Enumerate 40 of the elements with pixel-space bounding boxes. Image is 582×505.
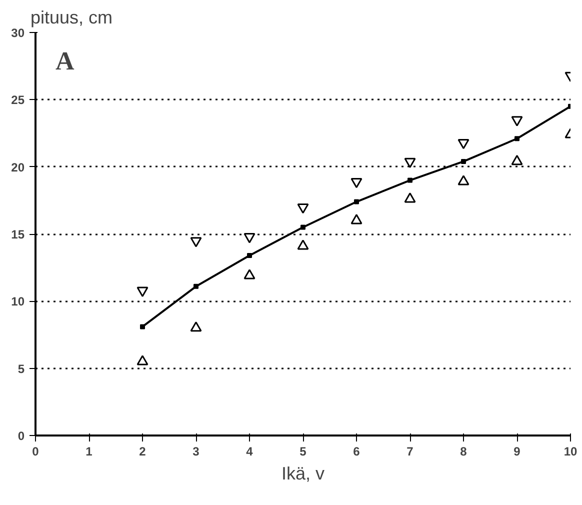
y-tick-label: 20 — [11, 160, 25, 174]
x-tick-label: 6 — [353, 444, 360, 458]
point — [194, 284, 198, 289]
point — [244, 269, 256, 280]
y-tick-label: 25 — [11, 93, 25, 108]
x-tick-label: 0 — [32, 444, 40, 458]
x-tick-label: 8 — [460, 444, 468, 458]
point — [140, 324, 145, 330]
point — [247, 252, 252, 258]
x-tick-label: 4 — [246, 444, 254, 458]
x-tick-label: 1 — [86, 444, 93, 458]
point — [190, 322, 202, 332]
x-tick-label: 5 — [300, 444, 307, 458]
x-tick-label: 9 — [514, 444, 521, 458]
point — [408, 178, 412, 183]
x-tick-label: 7 — [406, 444, 414, 458]
point — [461, 158, 466, 164]
y-tick-label: 30 — [11, 26, 25, 40]
y-tick-label: 10 — [11, 294, 25, 309]
point — [350, 178, 362, 188]
y-tick-label: 15 — [11, 228, 25, 242]
point — [511, 116, 523, 126]
y-axis-title: pituus, cm — [30, 8, 113, 28]
y-tick-label: 0 — [18, 429, 25, 443]
point — [300, 224, 306, 230]
point — [404, 158, 416, 168]
point — [136, 355, 148, 366]
point — [350, 214, 362, 224]
x-axis-title: Ikä, v — [281, 464, 325, 484]
point — [297, 240, 309, 250]
point — [458, 139, 470, 150]
x-tick-label: 3 — [192, 444, 200, 458]
point — [404, 192, 416, 203]
y-tick-label: 5 — [18, 362, 25, 376]
point — [354, 199, 359, 204]
x-tick-label: 2 — [139, 444, 146, 458]
annotation: A — [56, 46, 74, 76]
point — [514, 136, 520, 142]
x-tick-label: 10 — [564, 444, 578, 458]
point — [297, 203, 309, 214]
